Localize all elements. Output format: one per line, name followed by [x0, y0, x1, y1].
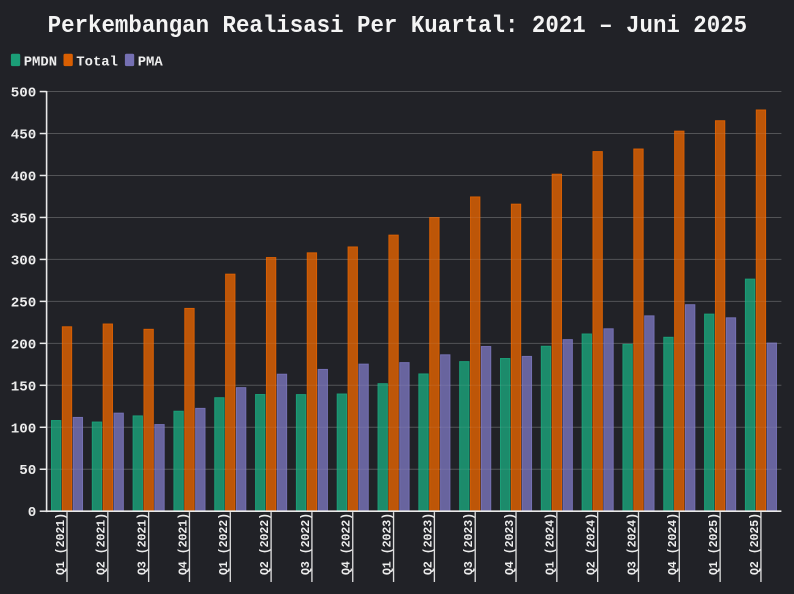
svg-text:150: 150: [11, 379, 37, 395]
svg-text:300: 300: [11, 253, 37, 269]
svg-text:100: 100: [11, 421, 37, 437]
svg-text:Q3 (2022): Q3 (2022): [300, 513, 313, 575]
svg-text:Q1 (2023): Q1 (2023): [381, 513, 394, 575]
svg-text:Total: Total: [76, 54, 118, 70]
svg-text:500: 500: [11, 86, 37, 102]
svg-text:Q4 (2024): Q4 (2024): [667, 513, 680, 575]
svg-text:Q1 (2022): Q1 (2022): [218, 513, 231, 575]
svg-text:Q2 (2023): Q2 (2023): [422, 513, 435, 575]
svg-text:Q3 (2024): Q3 (2024): [626, 513, 639, 575]
svg-text:Q2 (2025): Q2 (2025): [749, 513, 762, 575]
svg-text:0: 0: [28, 505, 37, 521]
svg-text:200: 200: [11, 337, 37, 353]
svg-text:Q1 (2025): Q1 (2025): [708, 513, 721, 575]
svg-text:Q4 (2022): Q4 (2022): [341, 513, 354, 575]
svg-text:Q4 (2021): Q4 (2021): [177, 513, 190, 575]
svg-text:PMA: PMA: [138, 54, 164, 70]
svg-text:Q1 (2021): Q1 (2021): [55, 513, 68, 575]
svg-text:Q4 (2023): Q4 (2023): [504, 513, 517, 575]
svg-text:450: 450: [11, 128, 37, 144]
svg-text:400: 400: [11, 169, 37, 185]
svg-text:350: 350: [11, 211, 37, 227]
svg-text:Perkembangan Realisasi Per Kua: Perkembangan Realisasi Per Kuartal: 2021…: [48, 13, 747, 40]
svg-text:Q1 (2024): Q1 (2024): [545, 513, 558, 575]
svg-text:Q2 (2021): Q2 (2021): [96, 513, 109, 575]
svg-text:250: 250: [11, 295, 37, 311]
svg-text:Q3 (2021): Q3 (2021): [137, 513, 150, 575]
svg-text:50: 50: [19, 463, 36, 479]
svg-text:Q2 (2024): Q2 (2024): [586, 513, 599, 575]
svg-text:Q3 (2023): Q3 (2023): [463, 513, 476, 575]
svg-text:PMDN: PMDN: [24, 54, 57, 70]
svg-text:Q2 (2022): Q2 (2022): [259, 513, 272, 575]
